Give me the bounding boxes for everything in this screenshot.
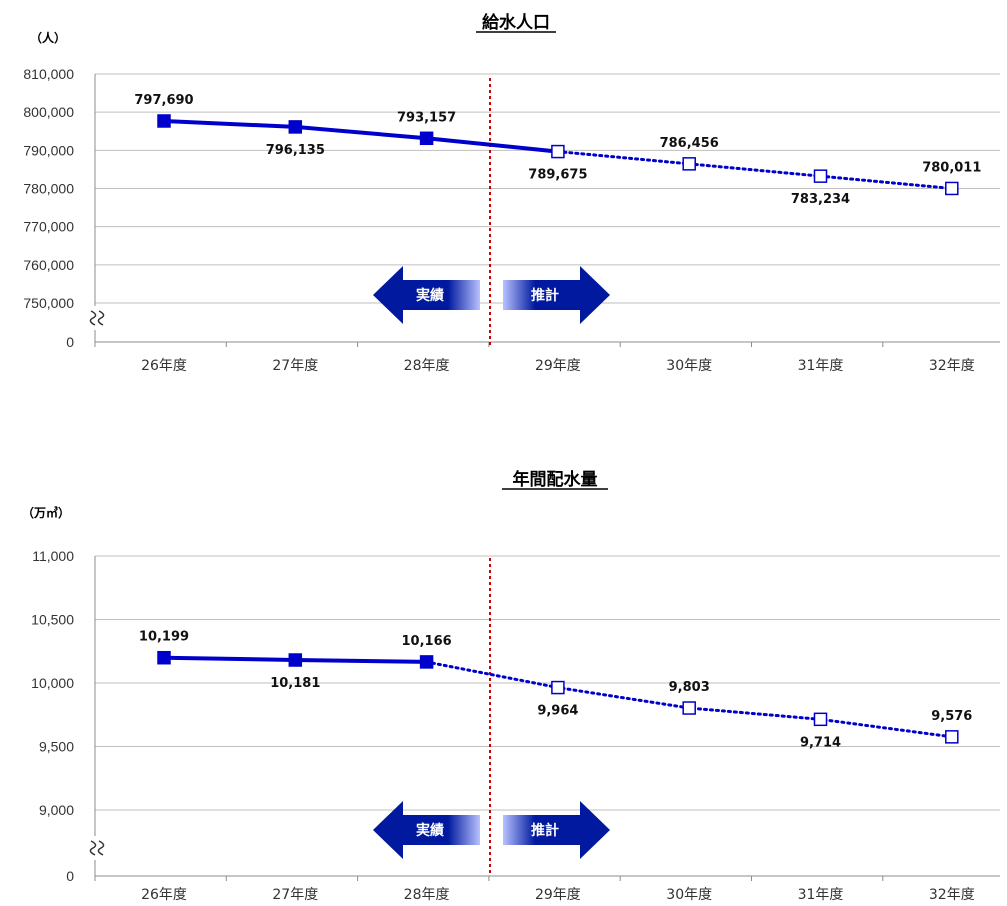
- x-tick-label: 28年度: [404, 887, 450, 903]
- y-tick-label: 780,000: [23, 181, 74, 197]
- data-label: 783,234: [791, 192, 850, 207]
- axis-break-stroke: [89, 840, 97, 856]
- data-label: 786,456: [660, 136, 719, 151]
- axis-break-icon: [87, 836, 105, 860]
- y-tick-label: 0: [66, 868, 74, 884]
- y-tick-label: 10,500: [31, 612, 74, 628]
- data-label: 780,011: [922, 160, 981, 175]
- data-label: 10,199: [139, 630, 189, 645]
- data-point-actual: [288, 653, 303, 667]
- axis-break-stroke: [97, 840, 105, 856]
- chart-annual-distribution-volume: 年間配水量 （万㎥） 11,000 10,500 10,000 9,500 9,000 0…: [22, 469, 1000, 903]
- data-label: 793,157: [397, 110, 456, 125]
- x-tick-label: 30年度: [666, 358, 712, 374]
- axis-break-mask: [87, 306, 103, 330]
- data-label: 9,803: [669, 680, 710, 695]
- arrow-left-label: 実績: [416, 287, 444, 304]
- x-tick-label: 31年度: [798, 887, 844, 903]
- left-arrow-icon: [373, 801, 480, 859]
- y-tick-label: 0: [66, 334, 74, 350]
- y-tick-label: 10,000: [31, 675, 74, 691]
- data-point-forecast: [813, 712, 828, 727]
- arrow-left-label: 実績: [416, 822, 444, 839]
- axis-break-icon: [87, 306, 105, 330]
- data-point-actual: [157, 650, 171, 665]
- data-point-forecast: [551, 144, 565, 159]
- y-tick-label: 790,000: [23, 142, 74, 158]
- x-tick-label: 29年度: [535, 358, 581, 374]
- data-label: 789,675: [528, 168, 587, 183]
- y-tick-label: 750,000: [23, 295, 74, 311]
- x-tick-label: 32年度: [929, 887, 975, 903]
- x-tick-label: 31年度: [798, 358, 844, 374]
- data-point-actual: [157, 114, 171, 128]
- right-arrow-icon: [503, 266, 610, 324]
- series-line-forecast: [425, 660, 954, 739]
- y-tick-label: 9,500: [39, 739, 74, 755]
- axis-break-mask: [87, 836, 103, 860]
- arrow-right-label: 推計: [531, 822, 559, 839]
- arrow-right-label: 推計: [531, 287, 559, 304]
- series-line-forecast: [556, 150, 954, 190]
- x-tick-label: 29年度: [535, 887, 581, 903]
- chart-water-supply-population: 給水人口 （人） 810,000 800,000 790,000 780,000 770…: [23, 12, 1000, 374]
- data-label: 10,181: [270, 676, 320, 691]
- x-tick-label: 26年度: [141, 887, 187, 903]
- x-tick-label: 32年度: [929, 358, 975, 374]
- data-point-actual: [419, 655, 434, 669]
- y-tick-label: 800,000: [23, 104, 74, 120]
- y-tick-label: 760,000: [23, 257, 74, 273]
- right-arrow-icon: [503, 801, 610, 859]
- x-tick-label: 28年度: [404, 358, 450, 374]
- x-tick-label: 30年度: [666, 887, 712, 903]
- data-point-actual: [419, 131, 434, 146]
- left-arrow-icon: [373, 266, 480, 324]
- x-tick-label: 27年度: [272, 887, 318, 903]
- data-point-forecast: [945, 181, 959, 196]
- data-point-forecast: [551, 680, 565, 695]
- axis-break-stroke: [97, 310, 105, 326]
- y-tick-label: 11,000: [32, 548, 74, 564]
- data-label: 9,714: [800, 735, 841, 750]
- data-point-forecast: [813, 169, 828, 183]
- chart-title: 年間配水量: [513, 469, 598, 490]
- data-label: 10,166: [402, 634, 452, 649]
- y-tick-label: 810,000: [23, 66, 74, 82]
- data-point-actual: [288, 120, 303, 134]
- data-point-forecast: [682, 701, 696, 715]
- y-tick-label: 770,000: [23, 219, 74, 235]
- data-label: 9,964: [537, 704, 578, 719]
- data-point-forecast: [945, 730, 959, 744]
- chart-title: 給水人口: [482, 12, 550, 33]
- data-label: 9,576: [931, 709, 972, 724]
- x-tick-label: 26年度: [141, 358, 187, 374]
- axis-break-stroke: [89, 310, 97, 326]
- data-label: 796,135: [266, 143, 325, 158]
- unit-label: （万㎥）: [22, 505, 70, 520]
- x-tick-label: 27年度: [272, 358, 318, 374]
- unit-label: （人）: [30, 30, 66, 45]
- data-label: 797,690: [134, 93, 193, 108]
- data-point-forecast: [682, 157, 696, 171]
- series-line-actual: [163, 118, 559, 154]
- y-tick-label: 9,000: [39, 802, 74, 818]
